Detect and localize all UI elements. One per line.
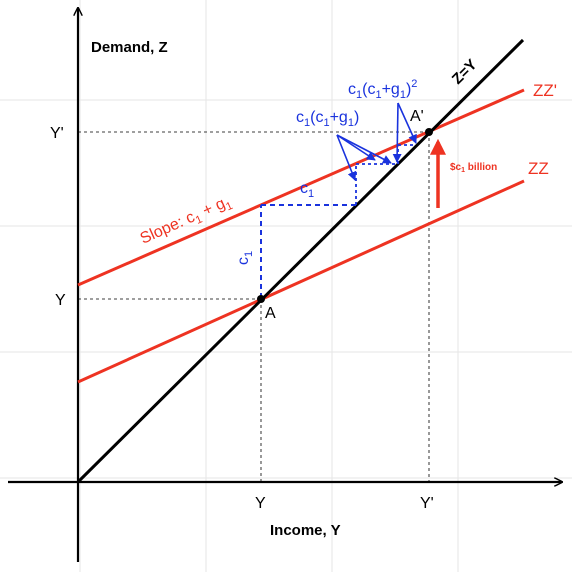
c1-vertical-label: c1 xyxy=(235,251,255,265)
z-equals-y-line xyxy=(76,38,525,484)
shift-label: $c1 billion xyxy=(450,162,497,174)
zz-prime-label: ZZ' xyxy=(533,81,557,100)
z-equals-y-label: Z=Y xyxy=(449,56,481,88)
point-a-label: A xyxy=(265,305,276,322)
third-round-label: c1(c1+g1)2 xyxy=(348,78,417,101)
zz-line xyxy=(77,179,525,384)
x-tick-high: Y' xyxy=(420,495,434,512)
zz-label: ZZ xyxy=(528,159,549,178)
y-tick-low: Y xyxy=(55,292,66,309)
x-axis-title: Income, Y xyxy=(270,522,341,539)
first-round-step xyxy=(260,204,356,298)
x-tick-low: Y xyxy=(255,495,266,512)
blue-pointer-arrows xyxy=(336,102,417,181)
c1-horizontal-label: c1 xyxy=(300,180,314,200)
y-tick-high: Y' xyxy=(50,125,64,142)
point-a-prime-marker xyxy=(425,128,433,136)
zz-prime-line xyxy=(77,88,525,287)
point-a-prime-label: A' xyxy=(410,108,424,125)
y-axis-title: Demand, Z xyxy=(91,39,168,56)
second-round-label: c1(c1+g1) xyxy=(296,109,359,129)
reference-dashes xyxy=(78,131,430,482)
point-a-marker xyxy=(257,295,265,303)
later-round-steps xyxy=(355,144,416,205)
